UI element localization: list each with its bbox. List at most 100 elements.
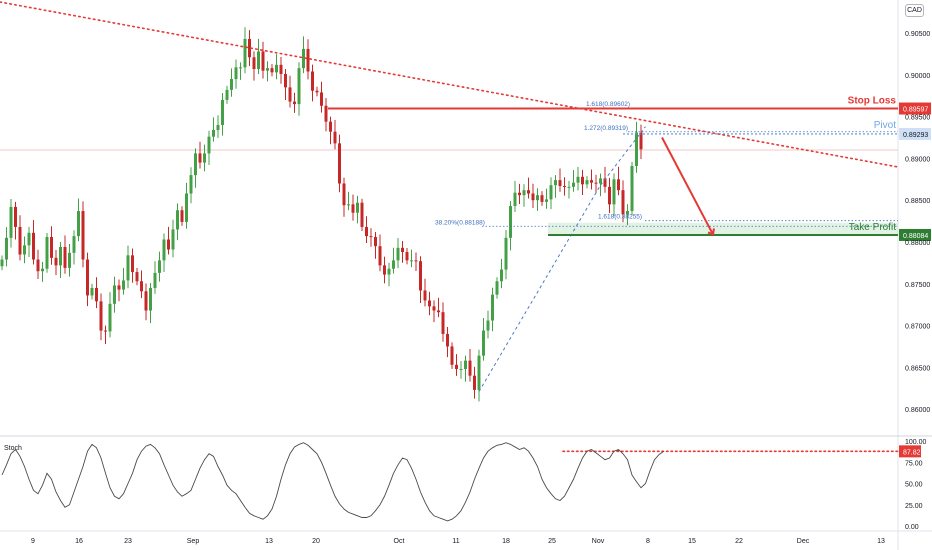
candle-body: [437, 310, 440, 313]
candle-body: [288, 87, 292, 102]
time-tick-label: 9: [31, 538, 35, 545]
stoch-tick-label: 50.00: [905, 482, 923, 489]
candle-body: [117, 285, 121, 290]
candle-body: [140, 281, 143, 292]
take-profit-badge-text: 0.88084: [903, 233, 928, 240]
candle-body: [149, 287, 152, 311]
candle-body: [396, 247, 400, 261]
candle-body: [392, 260, 395, 269]
candle-body: [135, 272, 139, 282]
time-tick-label: Nov: [592, 538, 605, 545]
candle-body: [531, 193, 535, 201]
candle-body: [311, 71, 314, 91]
time-tick-label: 22: [735, 538, 743, 545]
time-tick-label: Dec: [797, 538, 810, 545]
candle-body: [212, 130, 215, 137]
candle-body: [320, 92, 323, 106]
candle-body: [95, 287, 98, 302]
candle-body: [563, 185, 566, 187]
candle-body: [81, 211, 85, 260]
stoch-label: Stoch: [4, 445, 22, 452]
candle-body: [522, 190, 526, 196]
candle-body: [126, 255, 130, 281]
candle-body: [486, 320, 490, 331]
candle-body: [441, 312, 445, 334]
fib-leg-1: [478, 184, 601, 392]
candle-body: [558, 180, 562, 186]
candle-body: [333, 131, 337, 144]
price-tick-label: 0.88500: [905, 198, 930, 205]
candle-body: [482, 330, 485, 356]
price-axis[interactable]: 0.90500 0.90000 0.89500 0.89000 0.88500 0.880…: [905, 31, 930, 414]
candle-body: [374, 236, 377, 247]
candle-body: [599, 178, 602, 184]
candle-body: [315, 90, 319, 93]
candle-body: [171, 229, 175, 250]
candle-body: [540, 195, 544, 202]
candle-series: [0, 27, 643, 402]
candle-body: [77, 211, 80, 237]
price-tick-label: 0.87000: [905, 324, 930, 331]
candle-body: [594, 182, 598, 184]
time-tick-label: 8: [646, 538, 650, 545]
stoch-tick-label: 0.00: [905, 524, 919, 531]
candle-body: [630, 165, 634, 212]
candle-body: [302, 48, 305, 69]
stoch-line: [1, 442, 664, 522]
candle-body: [185, 193, 188, 222]
candle-body: [306, 48, 310, 72]
stoch-tick-label: 25.00: [905, 503, 923, 510]
candle-body: [342, 183, 346, 206]
time-axis[interactable]: 9 16 23 Sep 13 20 Oct 11 18 25 Nov 8 15 22 Dec 13: [31, 538, 885, 545]
candle-body: [270, 68, 274, 73]
zones: [548, 222, 898, 235]
candle-body: [617, 179, 620, 191]
candle-body: [5, 237, 8, 260]
candle-body: [401, 247, 404, 253]
time-tick-label: 15: [688, 538, 696, 545]
candle-body: [387, 268, 391, 275]
price-tick-label: 0.88000: [905, 240, 930, 247]
candle-body: [72, 236, 76, 253]
time-tick-label: 18: [502, 538, 510, 545]
candle-body: [329, 121, 332, 132]
candle-body: [405, 252, 409, 261]
candle-body: [32, 232, 35, 260]
projection-arrow-head: [707, 228, 715, 236]
candle-body: [626, 211, 629, 215]
candle-body: [297, 68, 301, 105]
candle-body: [248, 38, 251, 58]
time-tick-label: Oct: [394, 538, 405, 545]
candle-body: [41, 268, 44, 272]
candle-body: [324, 105, 328, 122]
candle-body: [491, 294, 494, 321]
stop-loss-badge-text: 0.89597: [903, 107, 928, 114]
candle-body: [18, 226, 22, 255]
candle-body: [54, 257, 58, 266]
stop-loss-badge: [899, 102, 931, 115]
candle-body: [423, 290, 427, 301]
candle-body: [239, 67, 242, 69]
candle-body: [509, 206, 512, 238]
candle-body: [567, 186, 571, 188]
candle-body: [572, 182, 575, 187]
candle-body: [225, 89, 229, 100]
candle-body: [468, 360, 472, 376]
candle-body: [554, 180, 557, 186]
candle-body: [432, 306, 436, 311]
candle-body: [90, 287, 94, 296]
candle-body: [428, 300, 431, 307]
candle-body: [63, 246, 67, 268]
candle-body: [203, 153, 206, 163]
candle-body: [167, 239, 170, 250]
time-tick-label: 20: [312, 538, 320, 545]
currency-badge[interactable]: CAD: [905, 4, 924, 17]
candle-body: [603, 178, 607, 187]
candle-body: [621, 190, 625, 215]
time-tick-label: 13: [265, 538, 273, 545]
fib-1272-label: 1.272(0.89319): [584, 125, 628, 132]
candle-body: [536, 195, 539, 201]
fib-1618-low-label: 1.618(0.88255): [598, 214, 642, 221]
candle-body: [365, 226, 368, 237]
